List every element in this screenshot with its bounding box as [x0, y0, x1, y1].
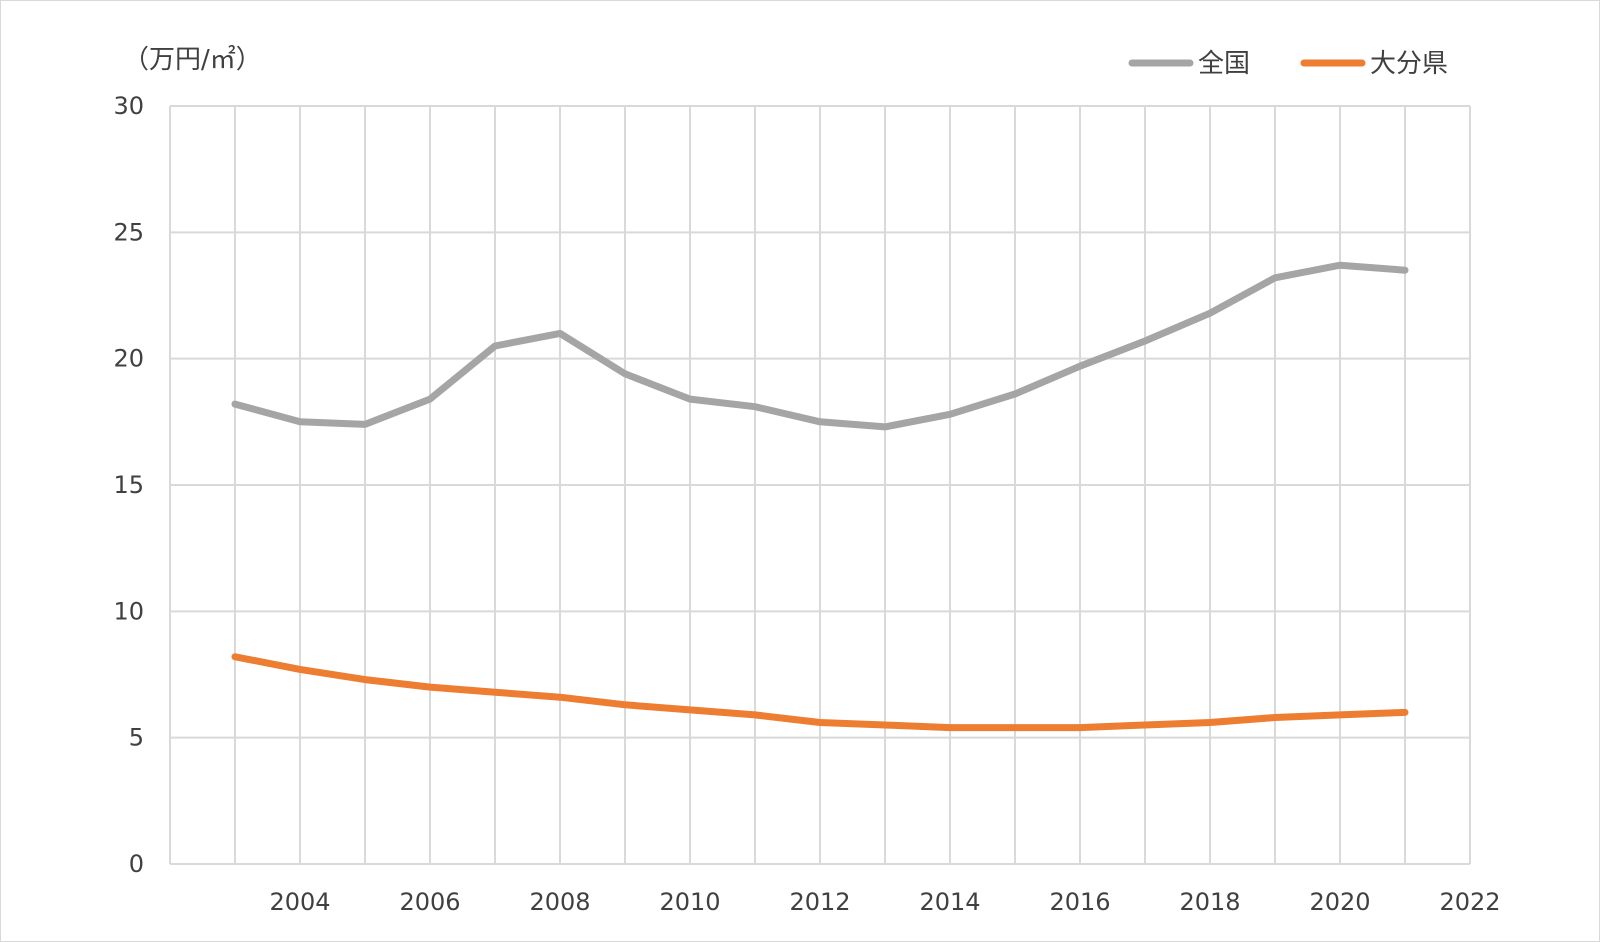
x-tick-label: 2014 [919, 888, 980, 916]
series-line-2 [231, 653, 1409, 732]
x-tick-label: 2020 [1309, 888, 1370, 916]
axis-tick-labels: 0 5 10 15 20 25 30 2004 2006 2008 2010 2012 2014 2016… [113, 92, 1500, 916]
legend-label: 全国 [1198, 49, 1250, 79]
y-tick-label: 30 [113, 92, 144, 120]
x-tick-label: 2006 [399, 888, 460, 916]
series-line-1 [231, 261, 1409, 431]
legend: 全国 大分県 [1128, 49, 1448, 79]
legend-label: 大分県 [1370, 49, 1448, 79]
series-lines [231, 261, 1409, 732]
y-tick-label: 0 [129, 850, 144, 878]
y-tick-label: 20 [113, 345, 144, 373]
x-tick-label: 2018 [1179, 888, 1240, 916]
x-tick-label: 2016 [1049, 888, 1110, 916]
x-tick-label: 2008 [529, 888, 590, 916]
y-tick-label: 15 [113, 471, 144, 499]
y-tick-label: 5 [129, 724, 144, 752]
y-axis-unit-label: （万円/㎡） [123, 45, 262, 75]
gridlines [169, 105, 1471, 865]
x-tick-label: 2022 [1439, 888, 1500, 916]
y-tick-label: 25 [113, 218, 144, 246]
x-tick-label: 2004 [269, 888, 330, 916]
y-tick-label: 10 [113, 597, 144, 625]
x-tick-label: 2012 [789, 888, 850, 916]
x-tick-label: 2010 [659, 888, 720, 916]
